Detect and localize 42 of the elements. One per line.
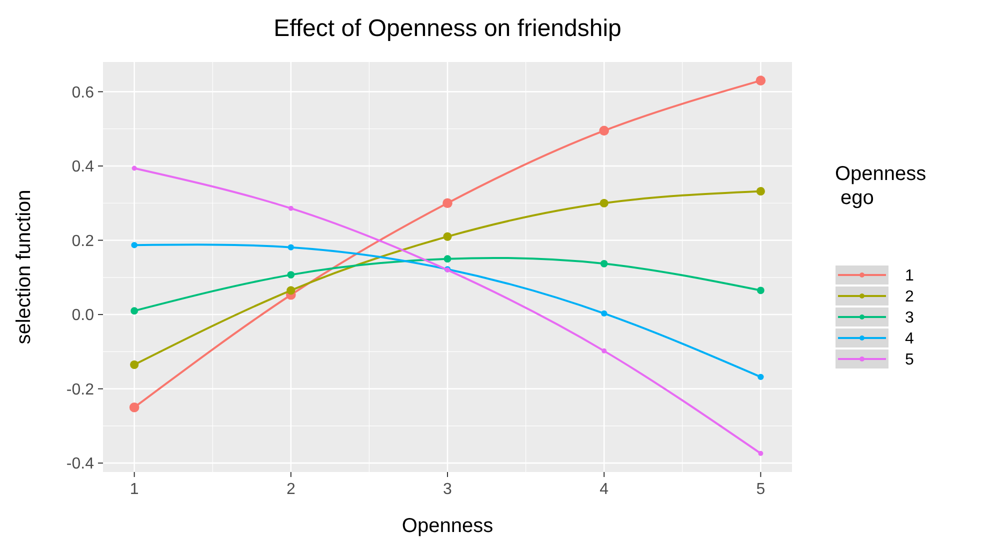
- y-tick-label: 0.6: [72, 84, 94, 102]
- point: [444, 255, 452, 263]
- y-tick-label: 0.2: [72, 232, 94, 250]
- point: [599, 126, 609, 136]
- y-tick-label: -0.4: [66, 456, 94, 473]
- point: [288, 244, 294, 250]
- point: [129, 402, 140, 412]
- point: [132, 166, 137, 171]
- y-tick-label: 0.4: [72, 158, 94, 176]
- point: [442, 198, 452, 208]
- point: [600, 198, 608, 208]
- point: [286, 286, 296, 295]
- x-tick-label: 2: [286, 481, 296, 498]
- point: [443, 232, 452, 241]
- point: [756, 186, 765, 196]
- point: [758, 374, 764, 380]
- legend-label: 4: [905, 330, 914, 348]
- point: [756, 76, 766, 86]
- point: [288, 206, 294, 211]
- y-axis-title: selection function: [13, 190, 35, 344]
- point: [602, 348, 607, 354]
- point: [600, 260, 608, 268]
- point: [287, 271, 295, 278]
- y-tick-label: -0.2: [66, 381, 94, 398]
- x-axis-title: Openness: [402, 515, 494, 537]
- chart-title: Effect of Openness on friendship: [274, 15, 622, 42]
- point: [758, 450, 764, 456]
- point: [130, 307, 138, 315]
- x-tick-label: 3: [443, 481, 452, 498]
- point: [600, 310, 608, 317]
- point: [131, 242, 138, 248]
- point: [756, 286, 764, 294]
- legend-label: 2: [905, 288, 914, 306]
- point: [130, 360, 139, 369]
- legend-label: 1: [905, 268, 914, 285]
- legend-title: Openness ego: [835, 163, 926, 209]
- x-tick-label: 5: [756, 481, 766, 498]
- x-tick-label: 4: [600, 481, 609, 498]
- y-tick-label: 0.0: [72, 307, 94, 324]
- legend-label: 5: [905, 352, 914, 369]
- x-tick-label: 1: [130, 481, 139, 498]
- legend-label: 3: [905, 310, 914, 327]
